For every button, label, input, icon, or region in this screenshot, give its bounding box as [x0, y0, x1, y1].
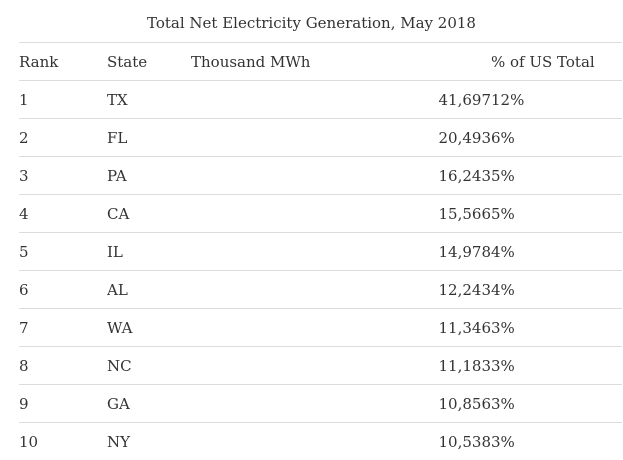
table-caption: Total Net Electricity Generation, May 20… — [0, 10, 623, 36]
table-body: 1 TX 41,697 12% 2 FL 20,493 6% 3 PA 16,2… — [19, 81, 622, 460]
cell-percent: 4% — [491, 271, 622, 309]
table-row: 5 IL 14,978 4% — [19, 233, 622, 271]
cell-generation: 10,538 — [191, 423, 491, 460]
cell-generation: 11,346 — [191, 309, 491, 347]
cell-generation: 41,697 — [191, 81, 491, 119]
cell-state: WA — [107, 309, 191, 347]
table-row: 6 AL 12,243 4% — [19, 271, 622, 309]
table-row: 7 WA 11,346 3% — [19, 309, 622, 347]
cell-generation: 12,243 — [191, 271, 491, 309]
cell-state: FL — [107, 119, 191, 157]
header-row: Rank State Thousand MWh % of US Total — [19, 43, 622, 81]
cell-generation: 10,856 — [191, 385, 491, 423]
cell-rank: 10 — [19, 423, 107, 460]
table-row: 2 FL 20,493 6% — [19, 119, 622, 157]
cell-state: PA — [107, 157, 191, 195]
header-state: State — [107, 43, 191, 81]
table-row: 9 GA 10,856 3% — [19, 385, 622, 423]
cell-percent: 5% — [491, 195, 622, 233]
cell-generation: 15,566 — [191, 195, 491, 233]
cell-generation: 20,493 — [191, 119, 491, 157]
cell-rank: 9 — [19, 385, 107, 423]
cell-percent: 5% — [491, 157, 622, 195]
electricity-generation-table: Rank State Thousand MWh % of US Total 1 … — [19, 42, 622, 460]
cell-rank: 8 — [19, 347, 107, 385]
cell-percent: 4% — [491, 233, 622, 271]
header-rank: Rank — [19, 43, 107, 81]
header-thousand-mwh: Thousand MWh — [191, 43, 491, 81]
cell-percent: 12% — [491, 81, 622, 119]
header-percent-us-total: % of US Total — [491, 43, 622, 81]
table-row: 3 PA 16,243 5% — [19, 157, 622, 195]
cell-state: IL — [107, 233, 191, 271]
cell-generation: 16,243 — [191, 157, 491, 195]
cell-state: CA — [107, 195, 191, 233]
cell-percent: 3% — [491, 309, 622, 347]
cell-rank: 6 — [19, 271, 107, 309]
cell-state: TX — [107, 81, 191, 119]
cell-state: GA — [107, 385, 191, 423]
cell-rank: 3 — [19, 157, 107, 195]
cell-rank: 1 — [19, 81, 107, 119]
cell-state: NC — [107, 347, 191, 385]
cell-state: NY — [107, 423, 191, 460]
cell-state: AL — [107, 271, 191, 309]
table-row: 1 TX 41,697 12% — [19, 81, 622, 119]
cell-percent: 3% — [491, 423, 622, 460]
cell-rank: 7 — [19, 309, 107, 347]
cell-generation: 14,978 — [191, 233, 491, 271]
cell-percent: 3% — [491, 385, 622, 423]
cell-percent: 3% — [491, 347, 622, 385]
table-row: 10 NY 10,538 3% — [19, 423, 622, 460]
cell-rank: 4 — [19, 195, 107, 233]
cell-rank: 5 — [19, 233, 107, 271]
cell-rank: 2 — [19, 119, 107, 157]
table-row: 4 CA 15,566 5% — [19, 195, 622, 233]
cell-percent: 6% — [491, 119, 622, 157]
table-row: 8 NC 11,183 3% — [19, 347, 622, 385]
cell-generation: 11,183 — [191, 347, 491, 385]
